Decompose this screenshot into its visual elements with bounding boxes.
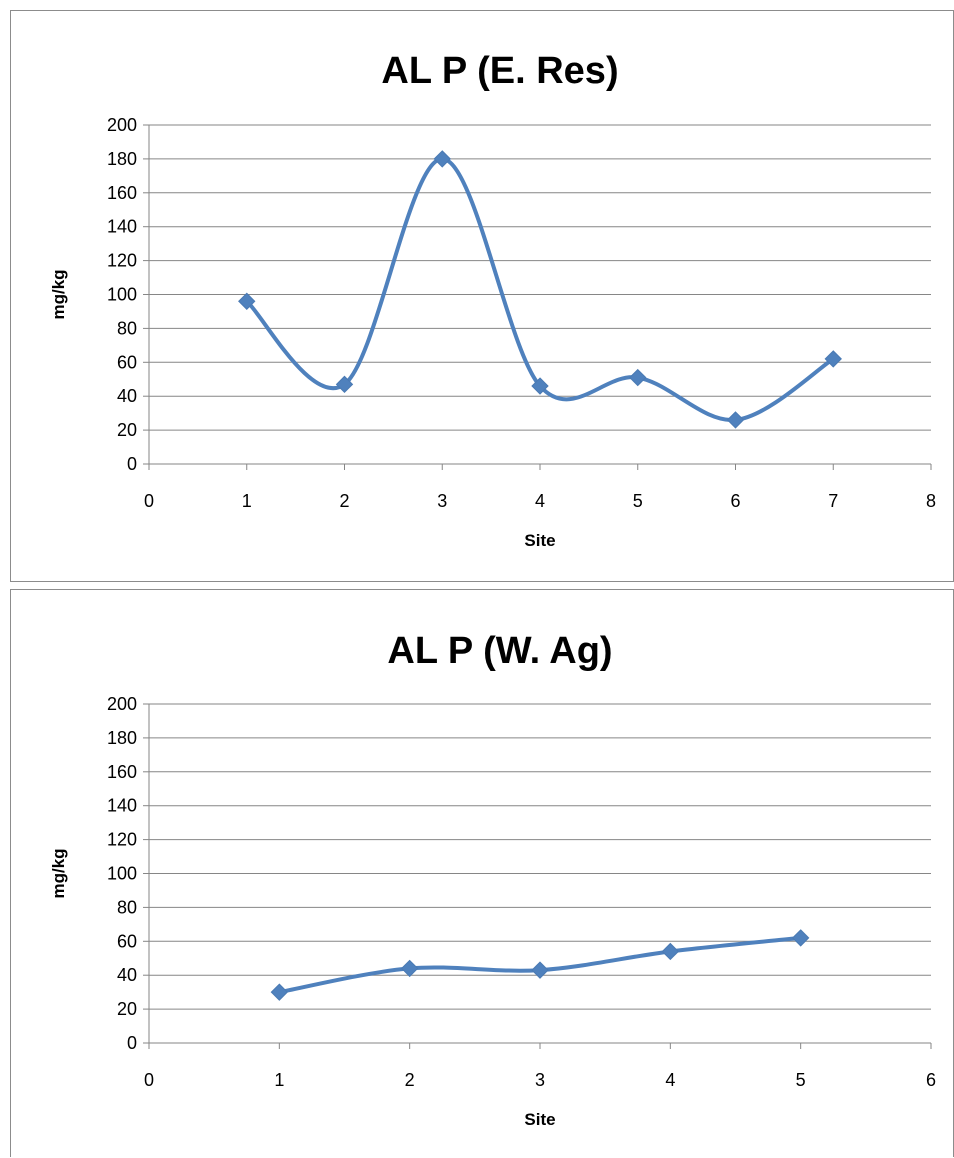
- y-tick-label: 100: [107, 285, 137, 305]
- x-tick-label: 0: [144, 1070, 154, 1090]
- y-tick-label: 0: [127, 1033, 137, 1053]
- x-tick-label: 4: [535, 491, 545, 511]
- data-point: [270, 983, 289, 1001]
- x-tick-label: 6: [926, 1070, 936, 1090]
- x-axis-label: Site: [524, 531, 555, 550]
- x-tick-label: 4: [665, 1070, 675, 1090]
- data-point: [433, 150, 451, 168]
- data-point: [661, 942, 680, 961]
- y-tick-label: 120: [107, 830, 137, 850]
- data-point: [531, 377, 549, 395]
- y-tick-label: 160: [107, 762, 137, 782]
- y-tick-label: 120: [107, 251, 137, 271]
- x-tick-label: 1: [274, 1070, 284, 1090]
- x-tick-label: 7: [828, 491, 838, 511]
- data-point: [824, 350, 842, 368]
- x-tick-label: 3: [437, 491, 447, 511]
- data-point: [335, 375, 354, 394]
- data-point: [238, 292, 256, 310]
- y-tick-label: 200: [107, 694, 137, 714]
- chart-title: AL P (E. Res): [381, 50, 618, 92]
- data-point: [791, 929, 810, 947]
- y-tick-label: 100: [107, 864, 137, 884]
- y-tick-label: 40: [117, 386, 137, 406]
- x-axis-label: Site: [524, 1110, 555, 1129]
- x-tick-label: 6: [730, 491, 740, 511]
- data-point: [726, 411, 745, 429]
- y-tick-label: 180: [107, 728, 137, 748]
- y-tick-label: 60: [117, 352, 137, 372]
- y-tick-label: 140: [107, 796, 137, 816]
- y-tick-label: 140: [107, 217, 137, 237]
- y-tick-label: 200: [107, 115, 137, 135]
- chart-title: AL P (W. Ag): [387, 630, 612, 672]
- y-tick-label: 40: [117, 965, 137, 985]
- y-tick-label: 20: [117, 999, 137, 1019]
- y-tick-label: 180: [107, 149, 137, 169]
- data-point: [400, 959, 419, 978]
- chart-panel-e-res: AL P (E. Res) 0 20 40 60 80 100 120 140 160 180 200…: [10, 10, 954, 582]
- chart-panel-w-ag: AL P (W. Ag) 0 20 40 60 80 100 120 140 160 180 200 0…: [10, 589, 954, 1157]
- x-tick-label: 5: [633, 491, 643, 511]
- data-point: [531, 961, 549, 979]
- x-tick-label: 1: [242, 491, 252, 511]
- y-axis-label: mg/kg: [49, 848, 68, 898]
- y-tick-label: 60: [117, 931, 137, 951]
- y-axis-label: mg/kg: [49, 269, 68, 319]
- y-tick-label: 0: [127, 454, 137, 474]
- y-tick-label: 80: [117, 897, 137, 917]
- x-tick-label: 2: [405, 1070, 415, 1090]
- x-tick-label: 8: [926, 491, 936, 511]
- x-tick-label: 2: [339, 491, 349, 511]
- y-tick-label: 80: [117, 318, 137, 338]
- data-point: [629, 368, 647, 387]
- y-tick-label: 20: [117, 420, 137, 440]
- line-chart-e-res: AL P (E. Res)020406080100120140160180200…: [49, 50, 936, 550]
- x-tick-label: 3: [535, 1070, 545, 1090]
- line-chart-w-ag: AL P (W. Ag) 0 20 40 60 80 100 120 140 160 180 200 0…: [49, 630, 936, 1129]
- x-tick-label: 0: [144, 491, 154, 511]
- y-tick-label: 160: [107, 183, 137, 203]
- x-tick-label: 5: [796, 1070, 806, 1090]
